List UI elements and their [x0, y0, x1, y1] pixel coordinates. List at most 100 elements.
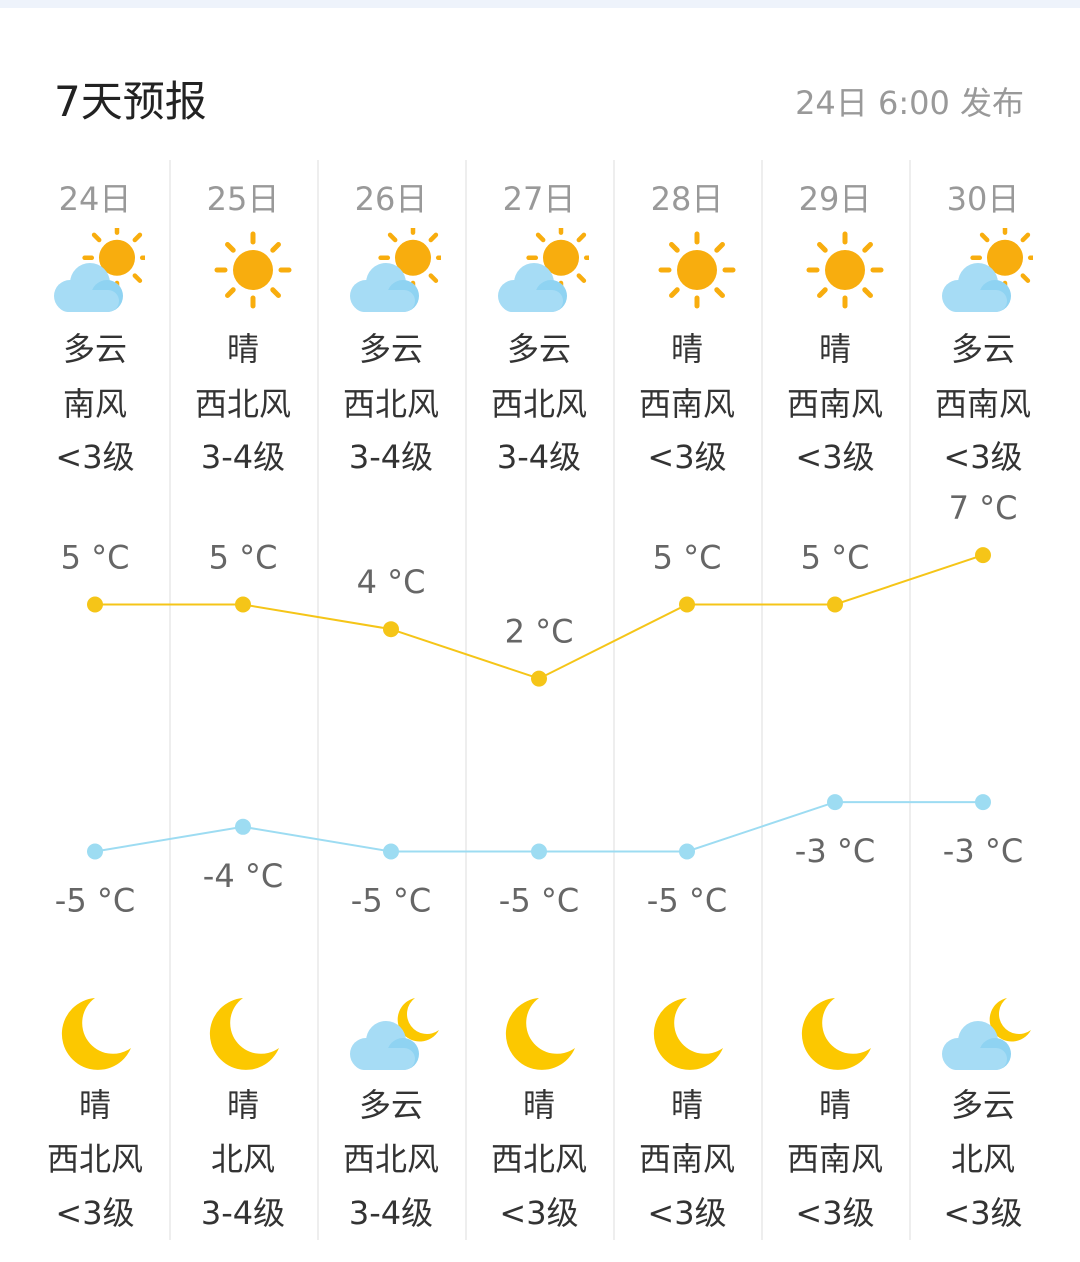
- low-temp-point: [235, 818, 251, 835]
- day-weather: 晴: [226, 330, 259, 368]
- day-column: 25日 晴 西北风 3-4级 晴 北风 3-4级: [169, 0, 317, 1262]
- day-wind: 西北风: [194, 385, 291, 423]
- low-temp-label: -5 °C: [647, 882, 727, 920]
- date-label: 27日: [502, 180, 576, 218]
- night-wind: 西南风: [638, 1140, 735, 1178]
- low-temp-point: [531, 843, 547, 860]
- partly-cloudy-day-icon: [933, 223, 1040, 318]
- column-divider: [613, 160, 615, 1240]
- high-temp-label: 5 °C: [653, 539, 722, 577]
- moon-icon: [489, 986, 589, 1076]
- day-wind: 西南风: [638, 385, 735, 423]
- night-weather: 晴: [522, 1086, 555, 1124]
- night-wind-level: <3级: [647, 1194, 727, 1232]
- date-label: 29日: [798, 180, 872, 218]
- low-temp-label: -4 °C: [203, 857, 283, 895]
- low-temp-point: [827, 794, 843, 811]
- night-wind-level: <3级: [943, 1194, 1023, 1232]
- partly-cloudy-night-icon: [933, 986, 1033, 1076]
- day-wind-level: <3级: [795, 438, 875, 476]
- day-wind: 西北风: [342, 385, 439, 423]
- low-temp-point: [383, 843, 399, 860]
- day-column: 30日 多云 西南风 <3级 多云 北风 <3级: [909, 0, 1057, 1262]
- high-temp-label: 5 °C: [61, 539, 130, 577]
- high-temp-point: [679, 596, 695, 613]
- day-wind: 西北风: [490, 385, 587, 423]
- date-label: 26日: [354, 180, 428, 218]
- sun-icon: [193, 228, 293, 318]
- column-divider: [761, 160, 763, 1240]
- day-column: 29日 晴 西南风 <3级 晴 西南风 <3级: [761, 0, 909, 1262]
- night-weather: 晴: [226, 1086, 259, 1124]
- date-label: 30日: [946, 180, 1020, 218]
- low-temp-label: -3 °C: [795, 832, 875, 870]
- partly-cloudy-night-icon: [341, 986, 441, 1076]
- day-weather: 多云: [358, 330, 423, 368]
- night-weather: 晴: [78, 1086, 111, 1124]
- moon-icon: [193, 986, 293, 1076]
- day-wind-level: <3级: [943, 438, 1023, 476]
- night-wind: 北风: [210, 1140, 275, 1178]
- high-temp-label: 7 °C: [949, 489, 1018, 527]
- day-wind-level: <3级: [55, 438, 135, 476]
- high-temp-point: [827, 596, 843, 613]
- day-weather: 多云: [950, 330, 1015, 368]
- moon-icon: [785, 986, 885, 1076]
- high-temp-label: 5 °C: [801, 539, 870, 577]
- page-title: 7天预报: [54, 77, 207, 126]
- date-label: 28日: [650, 180, 724, 218]
- low-temp-label: -5 °C: [351, 882, 431, 920]
- moon-icon: [637, 986, 737, 1076]
- night-weather: 多云: [358, 1086, 423, 1124]
- night-weather: 多云: [950, 1086, 1015, 1124]
- day-wind: 南风: [62, 385, 127, 423]
- night-wind-level: <3级: [55, 1194, 135, 1232]
- day-wind: 西南风: [934, 385, 1031, 423]
- night-wind: 西南风: [786, 1140, 883, 1178]
- high-temp-point: [235, 596, 251, 613]
- low-temp-point: [87, 843, 103, 860]
- high-temp-point: [383, 621, 399, 638]
- partly-cloudy-day-icon: [45, 223, 152, 318]
- top-strip: [0, 0, 1080, 8]
- date-label: 25日: [206, 180, 280, 218]
- moon-icon: [45, 986, 145, 1076]
- high-temp-point: [531, 670, 547, 687]
- night-weather: 晴: [818, 1086, 851, 1124]
- day-column: 28日 晴 西南风 <3级 晴 西南风 <3级: [613, 0, 761, 1262]
- night-wind-level: <3级: [795, 1194, 875, 1232]
- day-weather: 多云: [62, 330, 127, 368]
- low-temp-point: [975, 794, 991, 811]
- day-column: 24日 多云 南风 <3级 晴 西北风 <3级: [21, 0, 169, 1262]
- night-wind: 西北风: [490, 1140, 587, 1178]
- day-column: 26日 多云 西北风 3-4级 多云 西北风 3-4级: [317, 0, 465, 1262]
- day-wind-level: 3-4级: [348, 438, 434, 476]
- night-wind-level: <3级: [499, 1194, 579, 1232]
- column-divider: [169, 160, 171, 1240]
- night-wind-level: 3-4级: [200, 1194, 286, 1232]
- high-temp-point: [87, 596, 103, 613]
- low-temp-label: -5 °C: [499, 882, 579, 920]
- night-wind: 北风: [950, 1140, 1015, 1178]
- low-temp-point: [679, 843, 695, 860]
- night-wind: 西北风: [342, 1140, 439, 1178]
- partly-cloudy-day-icon: [341, 223, 448, 318]
- day-column: 27日 多云 西北风 3-4级 晴 西北风 <3级: [465, 0, 613, 1262]
- date-label: 24日: [58, 180, 132, 218]
- night-wind: 西北风: [46, 1140, 143, 1178]
- column-divider: [317, 160, 319, 1240]
- day-weather: 晴: [818, 330, 851, 368]
- high-temp-label: 5 °C: [209, 539, 278, 577]
- sun-icon: [785, 228, 885, 318]
- high-temp-point: [975, 547, 991, 564]
- low-temp-label: -5 °C: [55, 882, 135, 920]
- sun-icon: [637, 228, 737, 318]
- high-temp-label: 4 °C: [357, 563, 426, 601]
- high-temp-label: 2 °C: [505, 613, 574, 651]
- publish-time: 24日 6:00 发布: [795, 84, 1024, 122]
- day-wind-level: 3-4级: [496, 438, 582, 476]
- day-weather: 晴: [670, 330, 703, 368]
- night-weather: 晴: [670, 1086, 703, 1124]
- column-divider: [465, 160, 467, 1240]
